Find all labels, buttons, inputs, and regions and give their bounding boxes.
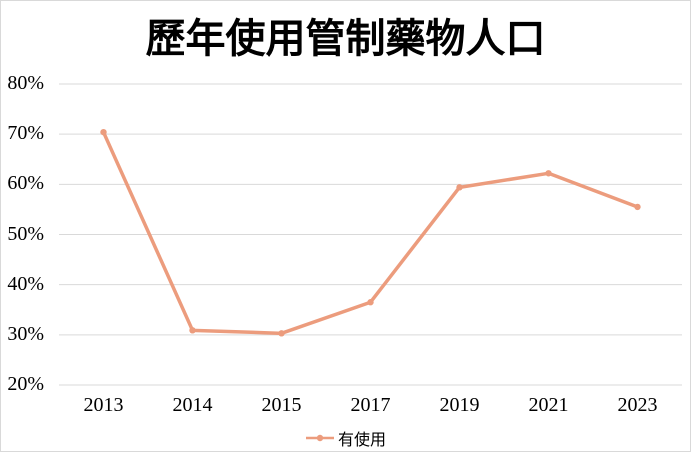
x-axis-label: 2014 <box>172 394 213 416</box>
data-point-marker <box>634 203 641 211</box>
data-point-marker <box>100 128 107 136</box>
data-point-marker <box>278 330 285 337</box>
legend-line-marker-icon <box>305 434 334 442</box>
legend-label: 有使用 <box>337 432 386 449</box>
x-axis-label: 2021 <box>528 394 569 416</box>
data-point-marker <box>189 327 196 334</box>
data-point-marker <box>545 170 552 177</box>
x-axis-label: 2019 <box>439 394 480 416</box>
data-point-marker <box>456 184 463 191</box>
legend: 有使用 <box>1 426 690 450</box>
x-axis-label: 2015 <box>261 394 302 416</box>
y-axis-label: 70% <box>7 122 44 145</box>
x-axis-label: 2023 <box>617 394 658 416</box>
data-point-marker <box>367 299 374 306</box>
y-axis-label: 50% <box>7 222 44 245</box>
y-axis-label: 30% <box>7 322 44 345</box>
x-axis-label: 2017 <box>350 394 391 416</box>
y-axis-label: 60% <box>7 172 44 195</box>
y-axis-label: 20% <box>7 373 44 396</box>
y-axis-label: 80% <box>7 72 44 95</box>
chart-title: 歷年使用管制藥物人口 <box>145 16 546 61</box>
y-axis-label: 40% <box>7 272 44 295</box>
y-axis: 80% 70% 60% 50% 40% 30% 20% <box>1 1 46 451</box>
x-axis-label: 2013 <box>83 394 124 416</box>
x-axis: 2013 2014 2015 2017 2019 2021 2023 <box>1 394 690 420</box>
